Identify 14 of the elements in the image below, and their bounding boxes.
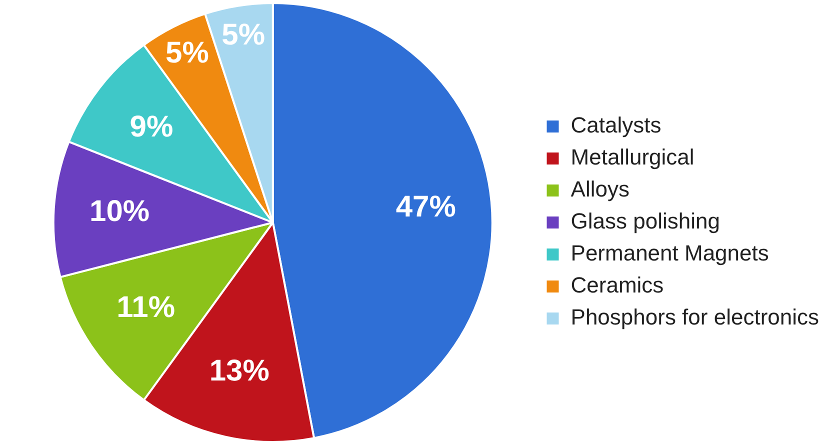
- data-label: 5%: [166, 36, 209, 70]
- data-label: 11%: [116, 291, 175, 324]
- data-label: 47%: [396, 190, 456, 224]
- data-label: 13%: [209, 354, 270, 388]
- legend-label: Ceramics: [570, 272, 664, 298]
- legend-label: Catalysts: [570, 112, 662, 138]
- legend-label: Permanent Magnets: [570, 240, 769, 266]
- legend-label: Glass polishing: [570, 208, 720, 234]
- legend-label: Metallurgical: [570, 144, 694, 170]
- data-label: 10%: [90, 195, 150, 228]
- data-label: 9%: [130, 110, 174, 144]
- data-label: 5%: [222, 18, 266, 52]
- legend-label: Phosphors for electronics: [570, 304, 820, 330]
- legend-label: Alloys: [570, 176, 630, 202]
